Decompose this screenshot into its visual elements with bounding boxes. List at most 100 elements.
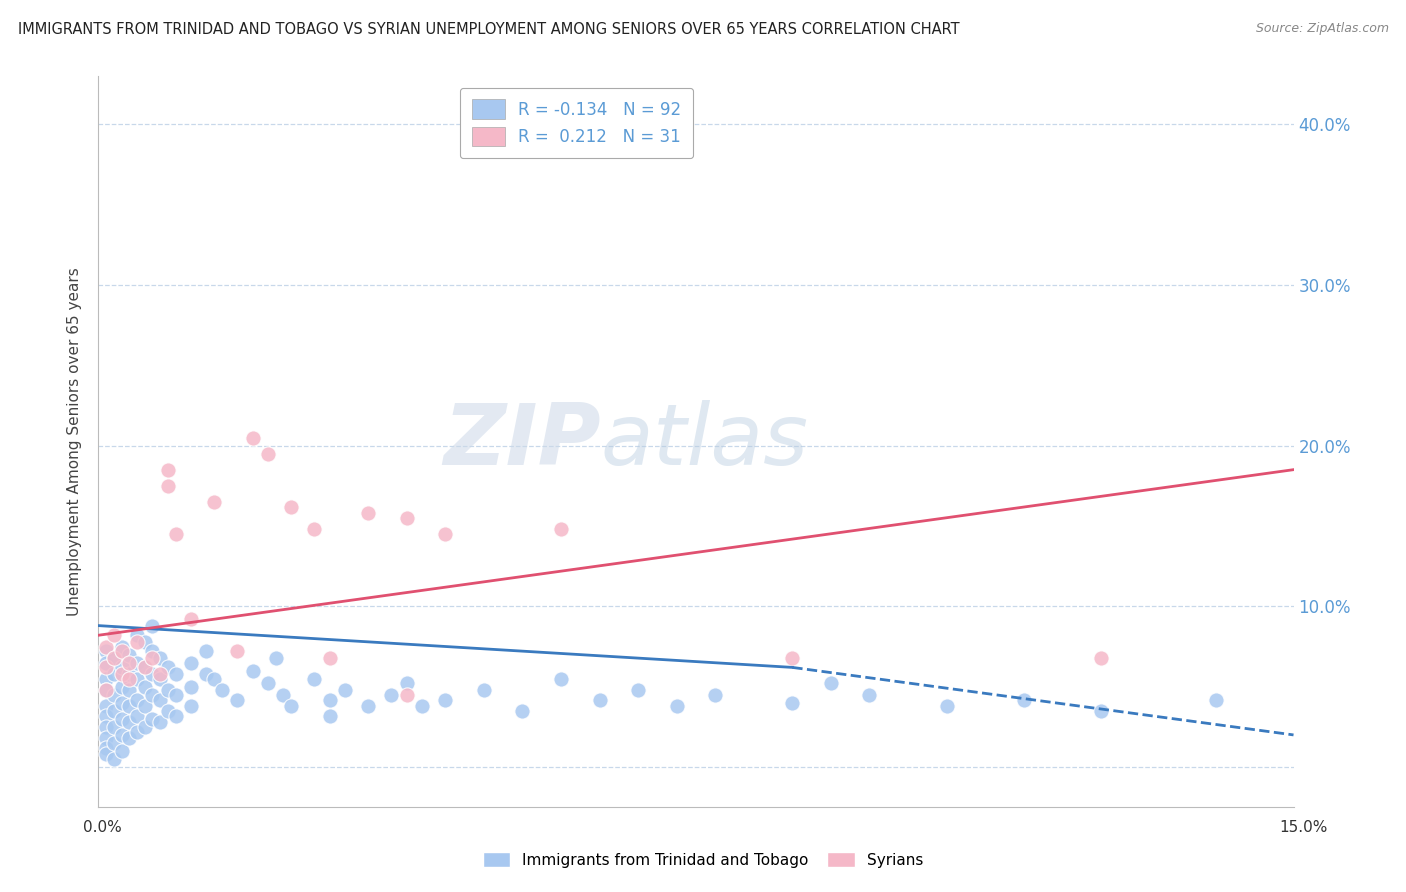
- Point: [134, 720, 156, 734]
- Point: [156, 660, 179, 674]
- Point: [782, 696, 804, 710]
- Point: [820, 676, 842, 690]
- Point: [704, 688, 727, 702]
- Point: [380, 688, 402, 702]
- Text: atlas: atlas: [600, 400, 808, 483]
- Point: [141, 688, 163, 702]
- Point: [94, 682, 117, 697]
- Point: [550, 522, 572, 536]
- Point: [134, 634, 156, 648]
- Point: [512, 704, 534, 718]
- Point: [94, 640, 117, 654]
- Point: [141, 712, 163, 726]
- Point: [125, 708, 148, 723]
- Point: [242, 430, 264, 444]
- Point: [149, 692, 172, 706]
- Point: [257, 447, 280, 461]
- Point: [319, 650, 342, 665]
- Point: [180, 698, 202, 713]
- Point: [627, 682, 650, 697]
- Point: [141, 650, 163, 665]
- Point: [304, 522, 326, 536]
- Point: [665, 698, 688, 713]
- Point: [134, 680, 156, 694]
- Point: [273, 688, 295, 702]
- Point: [319, 692, 342, 706]
- Point: [134, 660, 156, 674]
- Point: [165, 688, 187, 702]
- Point: [257, 676, 280, 690]
- Point: [110, 640, 132, 654]
- Point: [180, 656, 202, 670]
- Text: 15.0%: 15.0%: [1279, 821, 1327, 835]
- Point: [110, 712, 132, 726]
- Point: [280, 698, 302, 713]
- Legend: Immigrants from Trinidad and Tobago, Syrians: Immigrants from Trinidad and Tobago, Syr…: [477, 846, 929, 873]
- Point: [118, 656, 141, 670]
- Point: [110, 696, 132, 710]
- Point: [94, 672, 117, 686]
- Point: [180, 680, 202, 694]
- Point: [110, 728, 132, 742]
- Text: 0.0%: 0.0%: [83, 821, 122, 835]
- Point: [94, 682, 117, 697]
- Point: [94, 747, 117, 762]
- Point: [280, 500, 302, 514]
- Point: [141, 644, 163, 658]
- Point: [125, 628, 148, 642]
- Point: [125, 672, 148, 686]
- Point: [103, 720, 125, 734]
- Point: [103, 736, 125, 750]
- Point: [149, 650, 172, 665]
- Point: [472, 682, 495, 697]
- Point: [264, 650, 287, 665]
- Point: [202, 495, 225, 509]
- Point: [94, 656, 117, 670]
- Point: [118, 698, 141, 713]
- Point: [118, 714, 141, 729]
- Point: [782, 650, 804, 665]
- Point: [395, 511, 418, 525]
- Point: [395, 688, 418, 702]
- Point: [165, 708, 187, 723]
- Point: [94, 740, 117, 755]
- Point: [94, 708, 117, 723]
- Point: [1205, 692, 1227, 706]
- Point: [1012, 692, 1035, 706]
- Point: [125, 634, 148, 648]
- Point: [1090, 704, 1112, 718]
- Point: [149, 672, 172, 686]
- Y-axis label: Unemployment Among Seniors over 65 years: Unemployment Among Seniors over 65 years: [67, 268, 83, 615]
- Point: [103, 704, 125, 718]
- Point: [118, 666, 141, 681]
- Text: ZIP: ZIP: [443, 400, 600, 483]
- Point: [103, 628, 125, 642]
- Legend: R = -0.134   N = 92, R =  0.212   N = 31: R = -0.134 N = 92, R = 0.212 N = 31: [460, 87, 693, 158]
- Point: [434, 692, 457, 706]
- Point: [149, 714, 172, 729]
- Point: [357, 506, 380, 520]
- Point: [110, 744, 132, 758]
- Point: [125, 656, 148, 670]
- Point: [156, 704, 179, 718]
- Point: [395, 676, 418, 690]
- Point: [110, 666, 132, 681]
- Point: [103, 650, 125, 665]
- Text: Source: ZipAtlas.com: Source: ZipAtlas.com: [1256, 22, 1389, 36]
- Point: [134, 660, 156, 674]
- Point: [110, 680, 132, 694]
- Point: [1090, 650, 1112, 665]
- Point: [226, 644, 249, 658]
- Point: [211, 682, 233, 697]
- Point: [935, 698, 957, 713]
- Point: [94, 660, 117, 674]
- Point: [319, 708, 342, 723]
- Point: [165, 666, 187, 681]
- Point: [195, 644, 218, 658]
- Point: [125, 692, 148, 706]
- Point: [125, 724, 148, 739]
- Point: [226, 692, 249, 706]
- Point: [588, 692, 610, 706]
- Point: [304, 672, 326, 686]
- Point: [411, 698, 433, 713]
